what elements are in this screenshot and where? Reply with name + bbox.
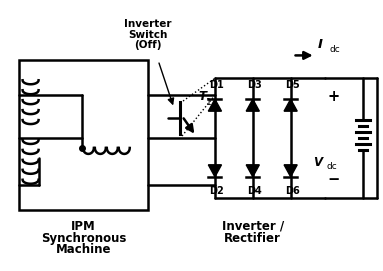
Polygon shape <box>208 99 221 111</box>
Text: Inverter: Inverter <box>124 19 172 29</box>
Text: T: T <box>198 90 206 103</box>
Text: D2: D2 <box>210 186 224 196</box>
Text: V: V <box>313 156 322 169</box>
Text: I: I <box>318 38 322 51</box>
Text: Synchronous: Synchronous <box>41 231 126 244</box>
Polygon shape <box>284 165 297 177</box>
Polygon shape <box>246 99 259 111</box>
Text: D5: D5 <box>285 80 300 90</box>
Text: dc: dc <box>327 162 337 171</box>
Text: D6: D6 <box>285 186 300 196</box>
Text: Rectifier: Rectifier <box>224 231 281 244</box>
Text: D4: D4 <box>247 186 262 196</box>
Text: Inverter /: Inverter / <box>222 220 284 233</box>
Polygon shape <box>284 99 297 111</box>
Bar <box>19 60 148 209</box>
Text: D3: D3 <box>247 80 262 90</box>
Polygon shape <box>208 165 221 177</box>
Text: +: + <box>327 89 340 104</box>
Text: Switch: Switch <box>128 30 168 40</box>
Text: dc: dc <box>329 45 340 54</box>
Text: 1: 1 <box>206 98 212 107</box>
Text: Machine: Machine <box>56 243 111 256</box>
Polygon shape <box>246 165 259 177</box>
Text: −: − <box>327 172 340 187</box>
Text: D1: D1 <box>210 80 224 90</box>
Text: (Off): (Off) <box>134 40 162 50</box>
Text: IPM: IPM <box>71 220 96 233</box>
